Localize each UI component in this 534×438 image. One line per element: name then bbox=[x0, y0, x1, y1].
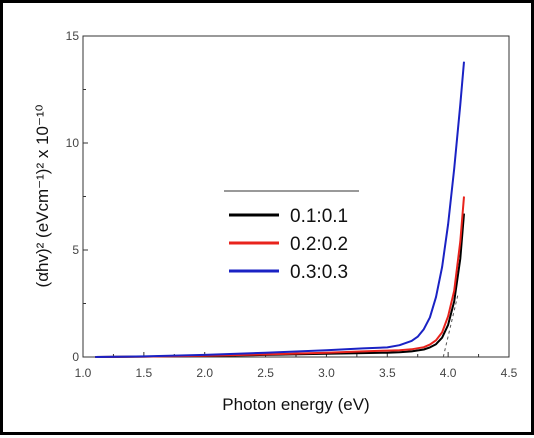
y-tick-label: 0 bbox=[72, 350, 79, 364]
y-tick-label: 15 bbox=[66, 29, 80, 43]
x-tick-label: 3.0 bbox=[318, 366, 335, 380]
annotations bbox=[442, 294, 459, 358]
series-line-0 bbox=[95, 213, 465, 358]
x-axis-label: Photon energy (eV) bbox=[222, 395, 369, 414]
x-tick-label: 1.5 bbox=[136, 366, 153, 380]
x-tick-label: 4.5 bbox=[501, 366, 518, 380]
x-tick-label: 1.0 bbox=[75, 366, 92, 380]
plot-border bbox=[82, 35, 510, 358]
y-tick-label: 5 bbox=[72, 243, 79, 257]
series-line-2 bbox=[95, 61, 465, 358]
plot-axes bbox=[82, 35, 510, 358]
x-tick-label: 2.0 bbox=[196, 366, 213, 380]
tangent-line bbox=[442, 294, 459, 358]
y-tick-label: 10 bbox=[66, 136, 80, 150]
legend-label-1: 0.2:0.2 bbox=[290, 234, 348, 255]
legend: 0.1:0.1 0.2:0.2 0.3:0.3 bbox=[224, 190, 359, 283]
x-tick-label: 3.5 bbox=[379, 366, 396, 380]
legend-label-0: 0.1:0.1 bbox=[290, 206, 348, 227]
y-axis-label: (αhv)² (eVcm⁻¹)² x 10⁻¹⁰ bbox=[33, 104, 52, 287]
series-line-1 bbox=[95, 196, 465, 358]
x-tick-label: 4.0 bbox=[440, 366, 457, 380]
legend-label-2: 0.3:0.3 bbox=[290, 262, 348, 283]
x-tick-label: 2.5 bbox=[257, 366, 274, 380]
series-lines bbox=[95, 61, 465, 358]
